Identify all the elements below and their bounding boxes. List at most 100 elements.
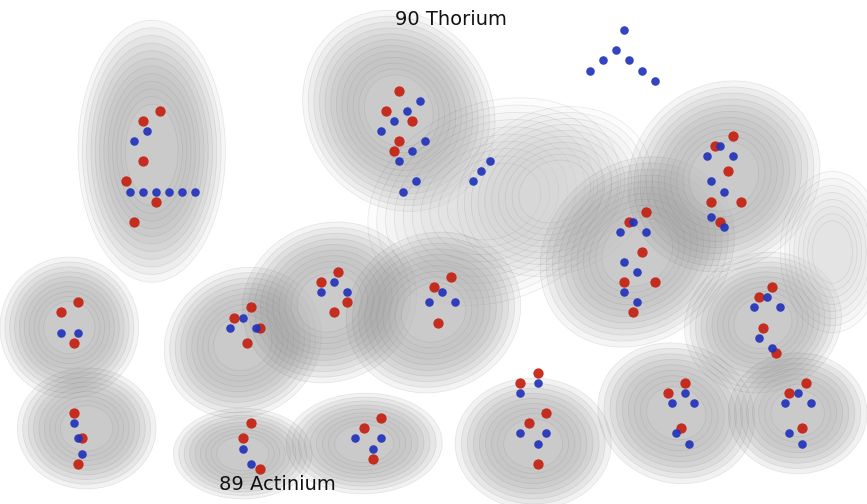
Ellipse shape	[273, 250, 386, 355]
Point	[136, 187, 150, 196]
Point	[119, 177, 133, 185]
Ellipse shape	[279, 256, 380, 349]
Point	[713, 218, 727, 226]
Ellipse shape	[540, 157, 734, 347]
Point	[617, 278, 631, 286]
Ellipse shape	[492, 136, 618, 247]
Point	[188, 187, 202, 196]
Ellipse shape	[19, 277, 120, 379]
Ellipse shape	[121, 97, 182, 206]
Point	[804, 399, 818, 407]
Point	[513, 379, 527, 387]
Ellipse shape	[170, 273, 316, 413]
Ellipse shape	[348, 57, 450, 164]
Point	[244, 460, 258, 468]
Ellipse shape	[807, 214, 857, 290]
Ellipse shape	[100, 58, 204, 244]
Point	[674, 424, 688, 432]
Point	[769, 349, 783, 357]
Ellipse shape	[623, 365, 730, 462]
Ellipse shape	[461, 383, 605, 504]
Ellipse shape	[403, 127, 585, 276]
Ellipse shape	[504, 419, 563, 468]
Point	[375, 434, 388, 443]
Point	[665, 399, 679, 407]
Point	[678, 379, 692, 387]
Point	[669, 429, 683, 437]
Point	[149, 187, 163, 196]
Ellipse shape	[203, 304, 283, 381]
Ellipse shape	[723, 287, 803, 358]
Ellipse shape	[23, 372, 151, 484]
Ellipse shape	[412, 134, 577, 269]
Point	[704, 177, 718, 185]
Point	[539, 409, 553, 417]
Point	[782, 429, 796, 437]
Point	[678, 389, 692, 397]
Ellipse shape	[571, 187, 703, 317]
Ellipse shape	[640, 93, 808, 260]
Point	[127, 137, 141, 145]
Ellipse shape	[473, 393, 593, 494]
Ellipse shape	[43, 301, 95, 354]
Point	[747, 303, 761, 311]
Ellipse shape	[647, 387, 706, 440]
Ellipse shape	[728, 353, 867, 474]
Ellipse shape	[389, 272, 478, 353]
Ellipse shape	[179, 412, 307, 495]
Ellipse shape	[248, 228, 411, 377]
Ellipse shape	[126, 104, 178, 198]
Ellipse shape	[117, 89, 186, 214]
Point	[609, 46, 623, 54]
Ellipse shape	[771, 390, 825, 436]
Point	[734, 198, 748, 206]
Point	[613, 228, 627, 236]
Ellipse shape	[15, 272, 124, 384]
Ellipse shape	[780, 171, 867, 333]
Point	[392, 137, 406, 145]
Ellipse shape	[394, 119, 594, 284]
Point	[700, 152, 714, 160]
Point	[253, 324, 267, 332]
Point	[71, 434, 85, 443]
Text: 90 Thorium: 90 Thorium	[394, 10, 507, 29]
Ellipse shape	[430, 149, 558, 255]
Point	[531, 379, 544, 387]
Point	[249, 324, 263, 332]
Point	[513, 429, 527, 437]
Point	[795, 439, 809, 448]
Ellipse shape	[447, 163, 541, 240]
Ellipse shape	[108, 74, 195, 229]
Point	[136, 157, 150, 165]
Ellipse shape	[685, 252, 841, 393]
Point	[708, 142, 722, 150]
Ellipse shape	[314, 22, 484, 200]
Ellipse shape	[455, 378, 611, 504]
Point	[448, 298, 462, 306]
Ellipse shape	[386, 112, 603, 291]
Point	[435, 288, 449, 296]
Point	[388, 117, 401, 125]
Ellipse shape	[746, 369, 849, 458]
Point	[123, 187, 137, 196]
Ellipse shape	[49, 396, 124, 461]
Point	[140, 127, 154, 135]
Ellipse shape	[734, 296, 792, 349]
Ellipse shape	[634, 87, 814, 266]
Ellipse shape	[479, 398, 587, 489]
Point	[726, 132, 740, 140]
Ellipse shape	[309, 16, 489, 206]
Ellipse shape	[439, 156, 550, 247]
Point	[617, 258, 631, 266]
Ellipse shape	[695, 262, 831, 383]
Ellipse shape	[164, 267, 322, 418]
Ellipse shape	[190, 419, 296, 488]
Point	[236, 434, 250, 443]
Point	[474, 167, 488, 175]
Ellipse shape	[28, 377, 146, 479]
Point	[240, 339, 254, 347]
Point	[236, 313, 250, 322]
Point	[340, 288, 354, 296]
Ellipse shape	[785, 178, 867, 326]
Point	[366, 455, 380, 463]
